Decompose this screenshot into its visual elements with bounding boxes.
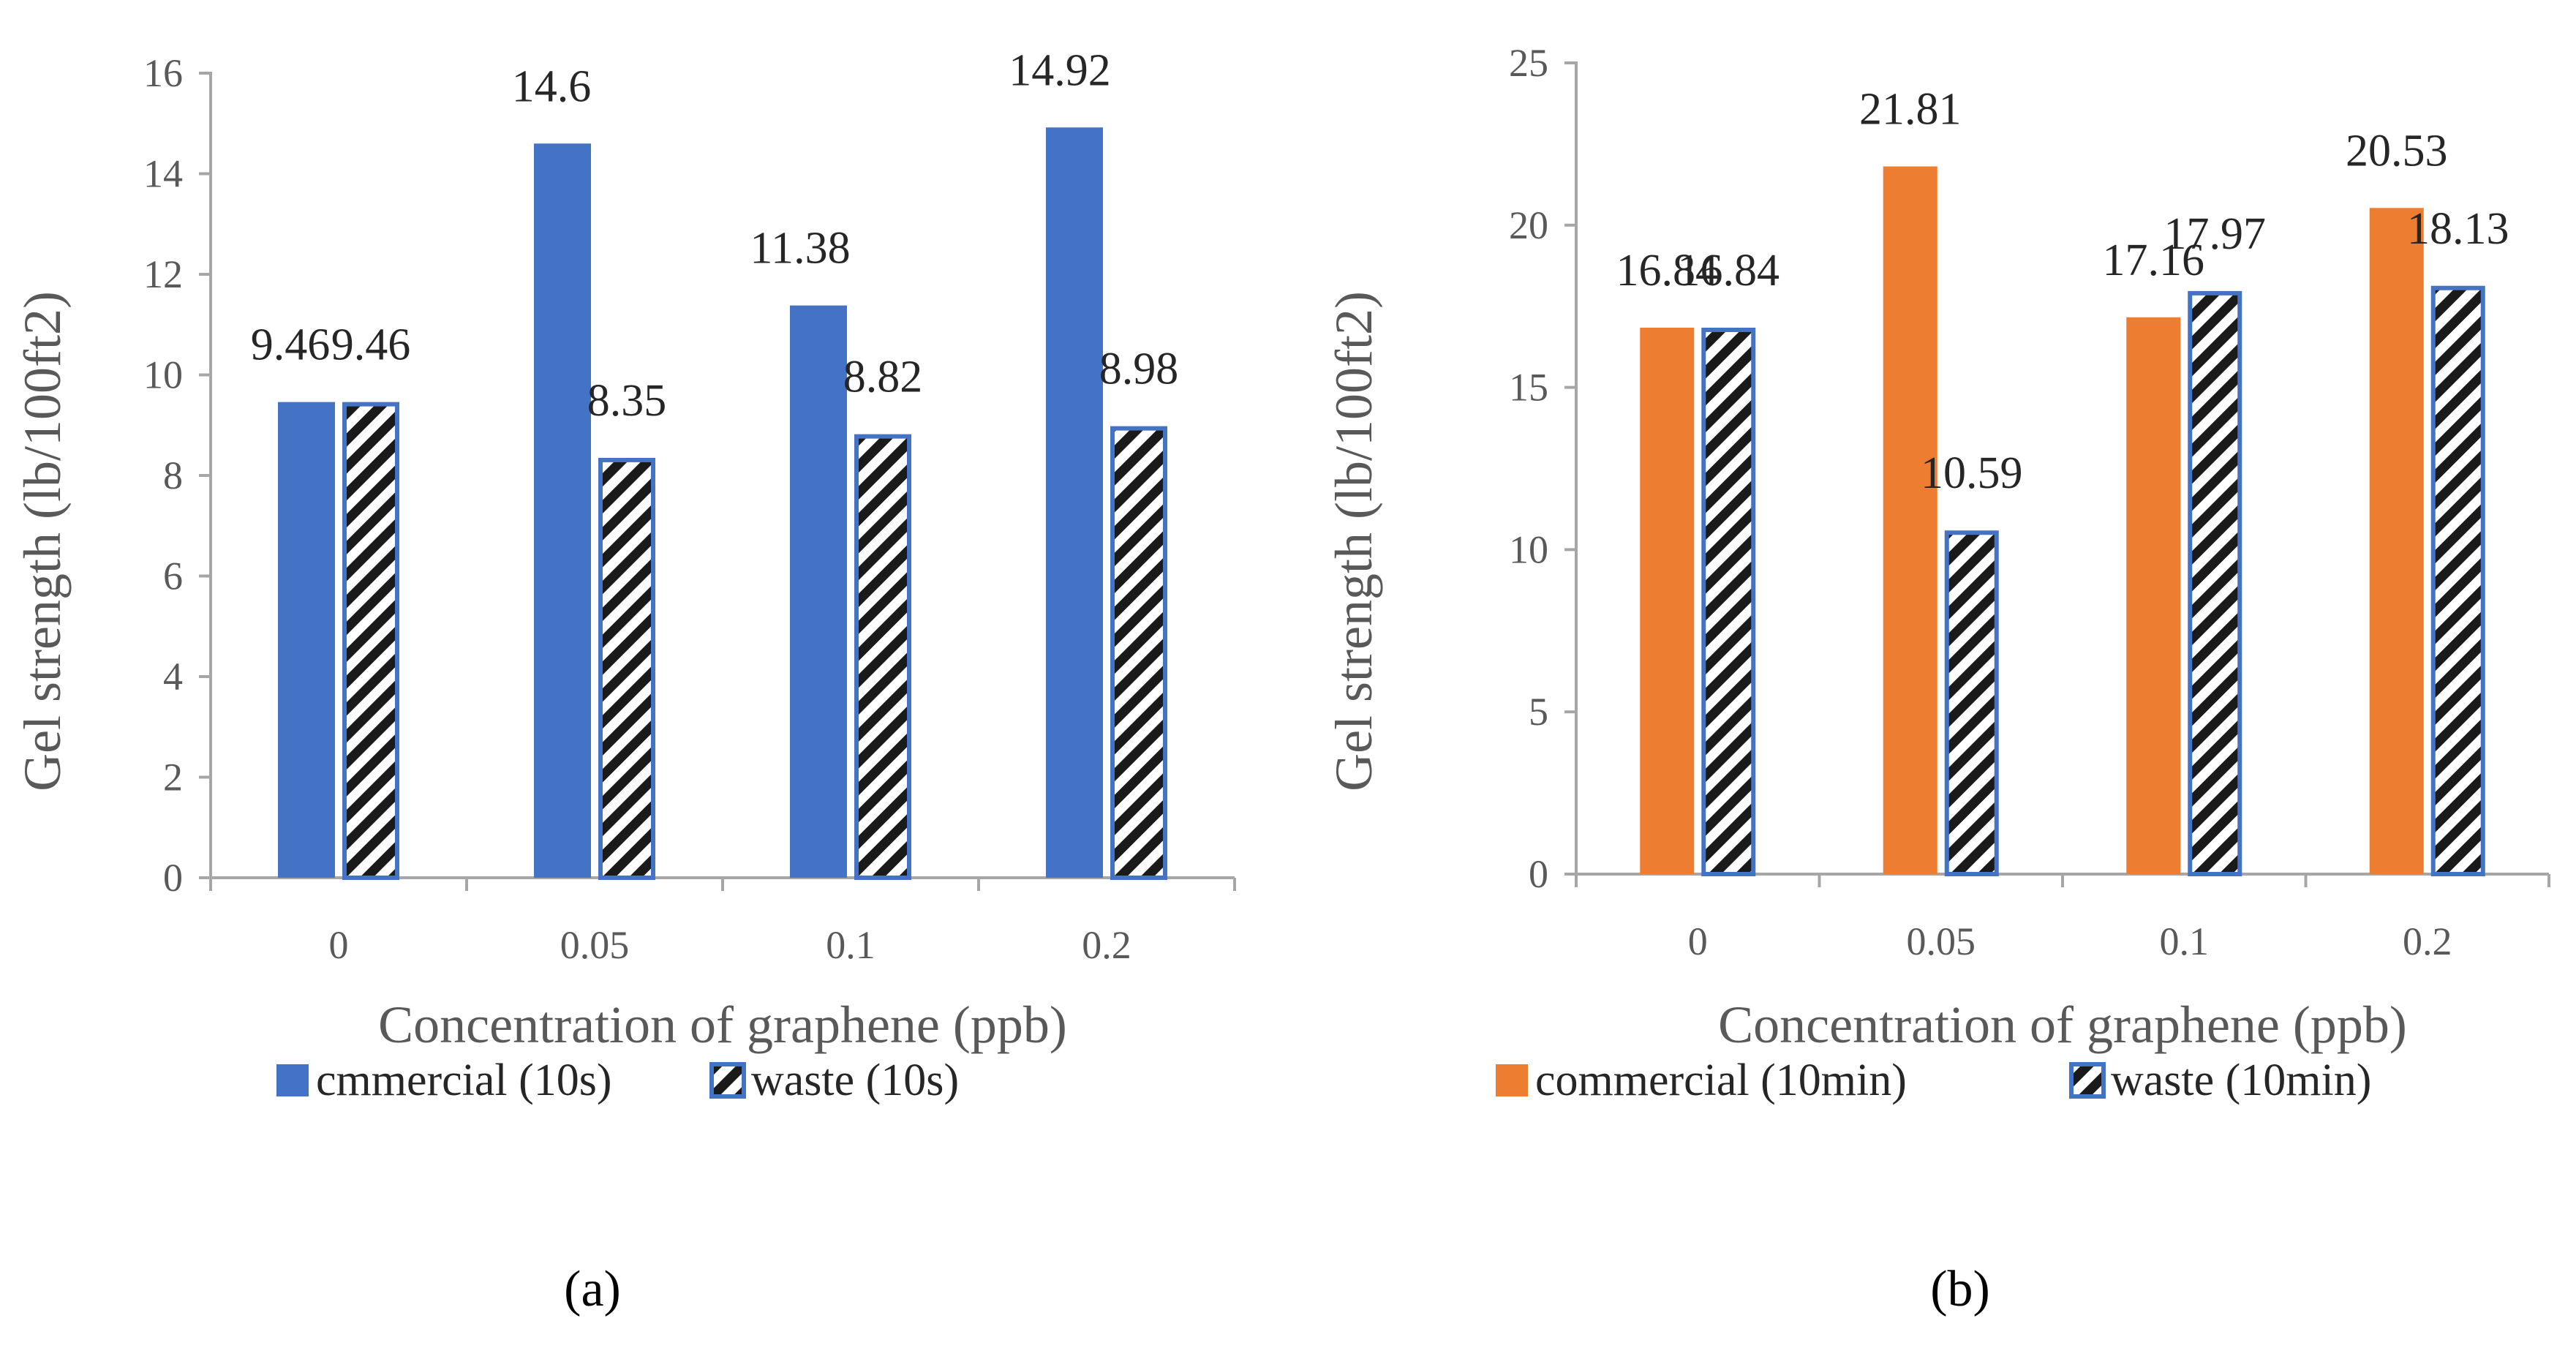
data-label: 17.16 <box>2103 236 2205 285</box>
legend-swatch-waste <box>709 1062 746 1099</box>
y-tick-label: 16 <box>143 51 183 95</box>
bar-commercial <box>1046 127 1103 878</box>
x-tick-label: 0 <box>1688 919 1708 963</box>
bar-waste <box>1944 530 1999 876</box>
y-tick-label: 14 <box>143 152 183 196</box>
bar-waste <box>598 457 655 880</box>
y-tick-label: 20 <box>1509 203 1548 247</box>
legend: cmmercial (10s) waste (10s) <box>276 1055 959 1105</box>
data-label: 9.46 <box>251 320 331 370</box>
panel-label-b: (b) <box>1930 1261 1990 1317</box>
x-axis-title: Concentration of graphene (ppb) <box>378 996 1067 1054</box>
legend-label-waste: waste (10s) <box>751 1055 959 1105</box>
chart-panel-b: Gel strength (lb/100ft2) Concentration o… <box>1325 41 2550 1317</box>
bar-waste <box>854 434 911 880</box>
y-tick-label: 6 <box>163 554 183 598</box>
data-label: 16.84 <box>1616 246 1719 296</box>
data-label: 17.97 <box>2164 209 2267 259</box>
y-tick-label: 5 <box>1529 690 1548 734</box>
legend-swatch-commercial <box>276 1064 309 1096</box>
data-label: 16.84 <box>1678 246 1780 296</box>
data-label: 9.46 <box>331 320 411 370</box>
data-label: 10.59 <box>1921 448 2023 498</box>
y-tick-label: 12 <box>143 252 183 296</box>
y-tick-label: 4 <box>163 655 183 699</box>
x-tick-label: 0.05 <box>1907 919 1976 963</box>
bar-commercial <box>1883 166 1937 874</box>
data-label: 14.6 <box>512 61 592 111</box>
y-tick-label: 10 <box>143 353 183 397</box>
x-tick-label: 0 <box>329 923 349 967</box>
bar-commercial <box>534 143 591 878</box>
data-label: 8.35 <box>587 376 667 426</box>
bar-waste <box>1110 426 1167 880</box>
bar-commercial <box>278 402 335 878</box>
x-tick-label: 0.05 <box>560 923 630 967</box>
y-tick-label: 15 <box>1509 366 1548 410</box>
bar-waste <box>342 402 399 880</box>
bar-commercial <box>790 305 847 878</box>
bar-commercial <box>2126 317 2181 874</box>
bar-waste <box>1701 327 1756 876</box>
legend-swatch-waste <box>2069 1062 2106 1099</box>
legend: commercial (10min) waste (10min) <box>1496 1055 2371 1105</box>
data-label: 21.81 <box>1859 85 1962 135</box>
data-label: 18.13 <box>2407 204 2509 254</box>
y-tick-label: 8 <box>163 454 183 497</box>
data-label: 8.82 <box>843 353 923 402</box>
legend-label-waste: waste (10min) <box>2111 1055 2371 1105</box>
panel-label-a: (a) <box>564 1261 621 1317</box>
bar-commercial <box>1640 327 1695 874</box>
legend-swatch-commercial <box>1496 1064 1528 1096</box>
data-label: 11.38 <box>750 224 850 274</box>
y-tick-label: 10 <box>1509 527 1548 571</box>
x-tick-label: 0.2 <box>1082 923 1131 967</box>
y-tick-label: 2 <box>163 756 183 799</box>
x-tick-label: 0.1 <box>2160 919 2210 963</box>
chart-panel-a: Gel strength (lb/100ft2) Concentration o… <box>13 45 1236 1317</box>
legend-label-commercial: commercial (10min) <box>1535 1055 1907 1105</box>
x-axis-title: Concentration of graphene (ppb) <box>1718 996 2407 1054</box>
legend-label-commercial: cmmercial (10s) <box>316 1055 612 1105</box>
data-label: 14.92 <box>1009 45 1111 95</box>
bar-waste <box>2188 290 2242 876</box>
y-axis-title: Gel strength (lb/100ft2) <box>13 291 72 791</box>
x-tick-label: 0.1 <box>826 923 875 967</box>
bar-commercial <box>2369 208 2424 875</box>
bar-waste <box>2430 285 2485 877</box>
data-label: 20.53 <box>2346 126 2448 176</box>
data-label: 8.98 <box>1099 345 1179 394</box>
y-tick-label: 0 <box>163 856 183 900</box>
y-tick-label: 25 <box>1509 41 1548 85</box>
y-tick-label: 0 <box>1529 852 1548 896</box>
x-tick-label: 0.2 <box>2403 919 2452 963</box>
y-axis-title: Gel strength (lb/100ft2) <box>1325 291 1383 791</box>
